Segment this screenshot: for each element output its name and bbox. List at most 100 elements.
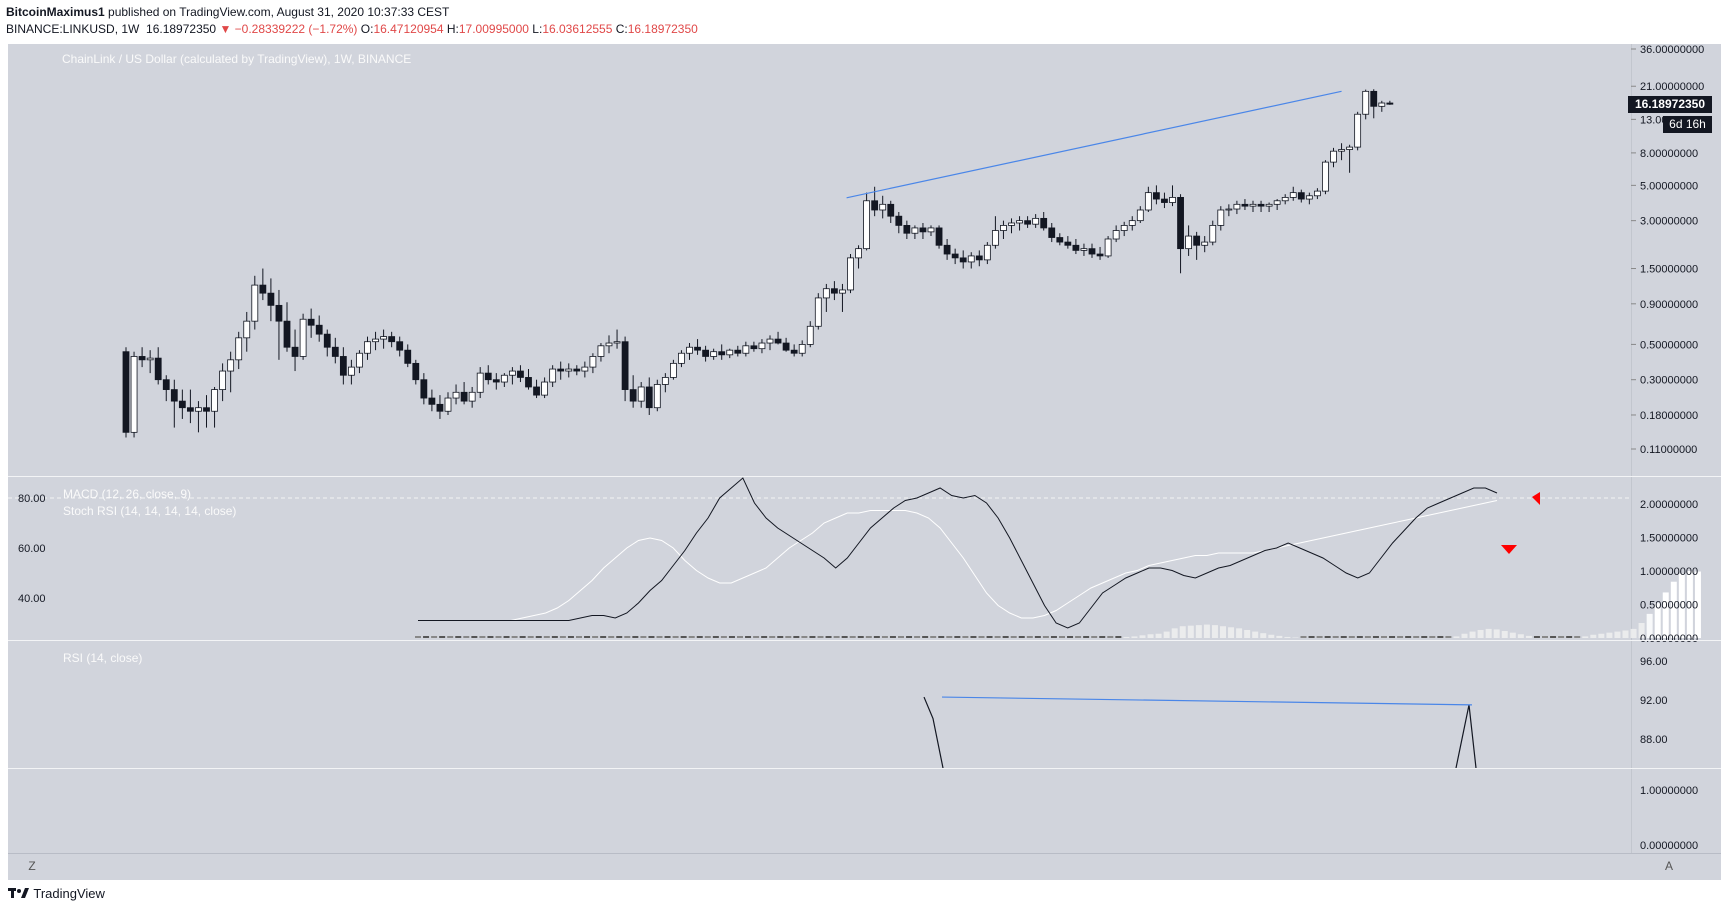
candle (983, 244, 991, 261)
pane-separator[interactable] (8, 640, 1721, 641)
candle (1096, 253, 1104, 257)
corner-left-button[interactable]: Z (28, 859, 36, 873)
tradingview-logo-icon (8, 888, 29, 898)
candle (951, 253, 959, 259)
symbol-label: BINANCE:LINKUSD, 1W (6, 22, 140, 36)
macd-histogram-bar (1485, 628, 1492, 638)
rsi-pane (923, 696, 1477, 769)
stoch-tick-label: 80.00 (18, 493, 46, 505)
auto-scale-button[interactable]: A (1664, 859, 1673, 873)
candle (412, 362, 420, 381)
candle (1305, 195, 1313, 200)
candle (1016, 220, 1023, 224)
macd-histogram-bar (1228, 627, 1235, 638)
candle (299, 318, 307, 357)
candle (895, 215, 903, 226)
price-scale[interactable] (1631, 44, 1721, 853)
pane-separator[interactable] (8, 768, 1721, 769)
macd-histogram-bar (696, 636, 703, 638)
candle (364, 341, 371, 354)
candle (259, 284, 267, 294)
macd-histogram-bar (817, 636, 824, 638)
macd-histogram-bar (656, 636, 663, 638)
macd-histogram-bar (1364, 636, 1371, 638)
candle (500, 374, 508, 383)
candle (742, 345, 750, 354)
ohlc-line: BINANCE:LINKUSD, 1W 16.18972350 ▼ −0.283… (6, 22, 698, 36)
macd-histogram-bar (833, 636, 840, 638)
time-axis[interactable] (8, 853, 1721, 880)
price-tick-label: 0.30000000 (1640, 375, 1698, 387)
footer-brand[interactable]: TradingView (33, 886, 105, 901)
macd-histogram-bar (1018, 636, 1025, 638)
candle (1177, 197, 1184, 250)
macd-histogram-bar (1276, 635, 1283, 638)
high-value: 17.00995000 (458, 22, 529, 36)
macd-histogram-bar (793, 636, 800, 638)
macd-histogram-bar (1324, 636, 1331, 638)
macd-histogram-bar (1542, 636, 1548, 638)
macd-histogram-bar (1131, 636, 1138, 638)
low-value: 16.03612555 (542, 22, 613, 36)
author-name[interactable]: BitcoinMaximus1 (6, 5, 105, 19)
candle (645, 386, 653, 409)
macd-histogram-bar (664, 636, 671, 638)
macd-histogram-bar (1630, 628, 1637, 638)
macd-histogram-bar (1155, 633, 1162, 638)
macd-histogram-bar (1107, 636, 1114, 638)
macd-histogram-bar (753, 636, 760, 638)
candle (879, 203, 887, 211)
macd-histogram-bar (495, 636, 502, 638)
candle (460, 391, 468, 402)
macd-histogram-bar (559, 636, 566, 638)
macd-histogram-bar (889, 636, 896, 638)
candle (613, 341, 621, 344)
candle (871, 200, 879, 211)
candle (525, 377, 532, 388)
macd-histogram-bar (527, 636, 534, 638)
macd-histogram-bar (680, 636, 687, 638)
candle (396, 341, 404, 351)
candle (565, 368, 573, 372)
candle (195, 407, 202, 412)
candle (428, 397, 436, 405)
candle (291, 346, 299, 357)
price-tick-label: 8.00000000 (1640, 148, 1698, 160)
macd-histogram-bar (535, 636, 542, 638)
macd-histogram-bar (873, 636, 880, 638)
macd-histogram-bar (1075, 636, 1082, 638)
candle (637, 386, 645, 402)
candle (694, 346, 701, 351)
candle (750, 345, 758, 350)
candle (380, 336, 388, 340)
chart-area[interactable] (8, 44, 1631, 853)
macd-histogram-bar (1091, 636, 1098, 638)
pane-separator[interactable] (8, 476, 1721, 477)
candle (508, 370, 516, 376)
rsi-tick-label: 92.00 (1640, 695, 1668, 707)
candle (275, 304, 283, 322)
candle (307, 318, 315, 326)
macd-histogram-bar (1171, 628, 1178, 638)
macd-histogram-bar (841, 636, 848, 638)
price-tick-label: 21.00000000 (1640, 81, 1704, 93)
macd-histogram-bar (978, 636, 985, 638)
candle (331, 346, 339, 357)
open-label: O: (360, 22, 374, 36)
macd-histogram-bar (1614, 631, 1621, 638)
macd-histogram-bar (1042, 636, 1049, 638)
macd-histogram-bar (1598, 633, 1605, 638)
candle (1241, 203, 1249, 207)
candle (718, 351, 726, 356)
candle (492, 379, 500, 383)
macd-histogram-bar (728, 636, 735, 638)
price-tick-label: 1.50000000 (1640, 264, 1698, 276)
candle (1338, 149, 1345, 152)
candle (581, 366, 589, 372)
candle (1112, 230, 1120, 240)
macd-histogram-bar (1638, 622, 1645, 638)
price-tick-label: 0.90000000 (1640, 299, 1698, 311)
macd-histogram-bar (423, 636, 430, 638)
macd-histogram-bar (592, 636, 599, 638)
